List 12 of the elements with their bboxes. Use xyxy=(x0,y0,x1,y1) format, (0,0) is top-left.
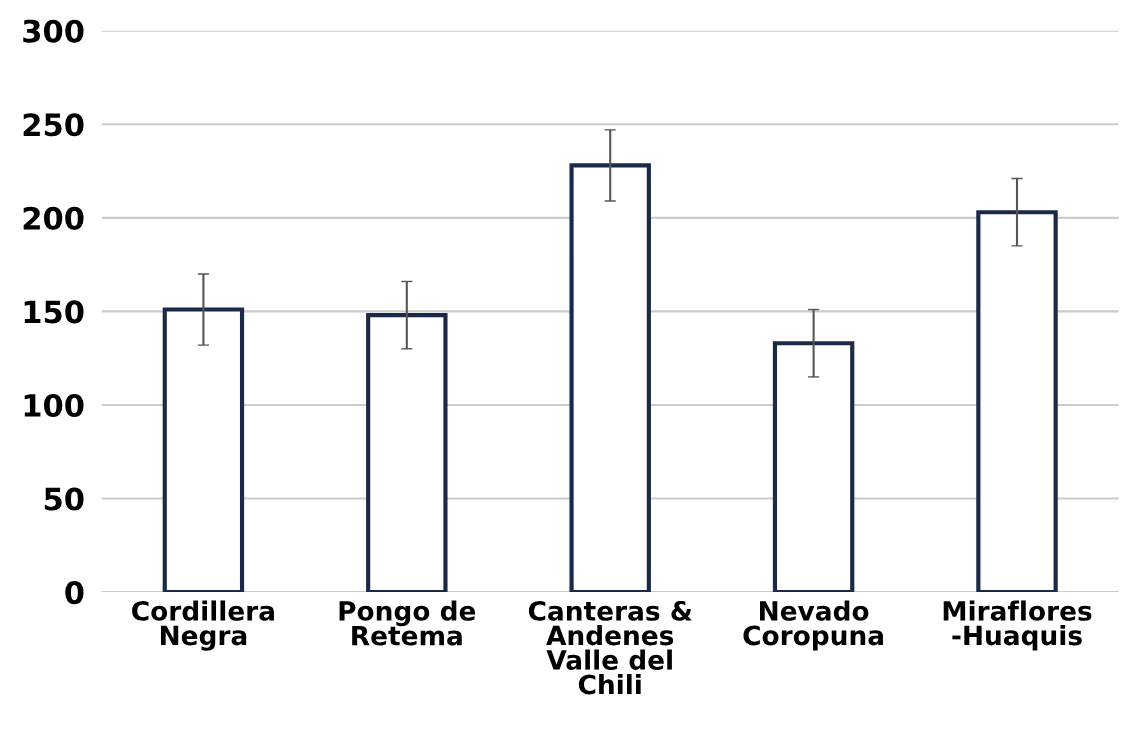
y-tick-label: 300 xyxy=(23,19,84,43)
y-tick-label: 100 xyxy=(24,393,84,418)
x-tick-label: Pongo de Retema xyxy=(339,600,476,646)
x-tick-label: Miraflores -Huaquis xyxy=(943,600,1092,651)
x-tick-label: Canteras & Andenes Valle del Chili xyxy=(528,600,692,695)
y-tick-label: 150 xyxy=(24,300,84,324)
x-tick-label: Cordillera Negra xyxy=(132,600,274,651)
y-tick-label: 250 xyxy=(23,113,84,137)
y-tick-label: 50 xyxy=(44,487,84,511)
x-tick-label: Nevado Coropuna xyxy=(743,600,883,651)
y-tick-label: 0 xyxy=(65,581,84,605)
y-tick-label: 200 xyxy=(23,206,84,230)
